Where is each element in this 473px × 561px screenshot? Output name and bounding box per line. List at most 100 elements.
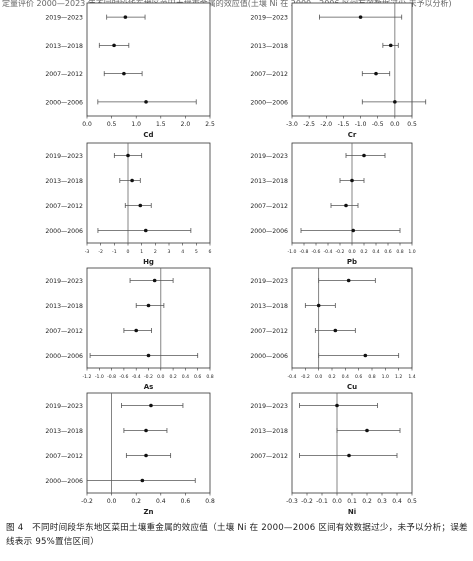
x-tick-label: 1.2 — [395, 374, 402, 380]
x-tick-label: -0.2 — [81, 498, 93, 505]
effect-point — [143, 228, 148, 233]
x-tick-label: 6 — [209, 249, 212, 255]
plot-frame — [86, 142, 211, 244]
effect-point — [374, 71, 378, 76]
x-tick-label: 0.4 — [156, 498, 166, 505]
x-axis-label: Hg — [143, 258, 154, 266]
x-tick-label: -0.4 — [288, 374, 297, 380]
effect-point — [146, 353, 151, 358]
x-tick-label: 1.0 — [131, 121, 141, 128]
x-tick-label: 0.0 — [82, 121, 92, 128]
x-tick-label: -0.2 — [144, 374, 153, 380]
effect-point — [335, 403, 339, 408]
effect-point — [146, 303, 151, 308]
effect-point — [152, 278, 157, 283]
effect-point — [122, 71, 126, 76]
period-label: 2019—2023 — [45, 15, 83, 22]
x-axis-label: Ni — [348, 508, 356, 516]
period-label: 2013—2018 — [250, 303, 288, 310]
effect-point — [126, 153, 130, 158]
x-tick-label: -0.2 — [301, 498, 313, 505]
x-tick-label: -3 — [85, 249, 90, 255]
effect-point — [363, 353, 368, 358]
period-label: 2019—2023 — [250, 153, 288, 160]
effect-point — [316, 303, 321, 308]
header-fragment: 定量评价 2000—2023 年不同时段华东地区菜田土壤重金属的效应值(土壤 N… — [2, 0, 452, 8]
x-tick-label: 0.2 — [360, 249, 367, 255]
x-tick-label: 0.8 — [368, 374, 375, 380]
figure-caption: 图 4 不同时间段华东地区菜田土壤重金属的效应值（土壤 Ni 在 2000—20… — [6, 523, 468, 547]
period-label: 2007—2012 — [45, 328, 83, 335]
panel-cr: 2019—2023 2013—2018 2007—2012 2000—2006 -3.0… — [250, 2, 427, 139]
effect-point — [388, 43, 393, 48]
x-tick-label: 1.5 — [156, 121, 166, 128]
effect-point — [333, 328, 338, 333]
effect-point — [112, 43, 116, 48]
x-tick-label: 5 — [195, 249, 198, 255]
period-label: 2007—2012 — [250, 453, 288, 460]
effect-point — [138, 203, 143, 208]
effect-point — [350, 178, 354, 183]
plot-frame — [86, 2, 211, 117]
x-tick-label: -1.0 — [288, 249, 297, 255]
x-axis-label: Zn — [143, 508, 153, 516]
x-axis-label: Cd — [143, 131, 153, 139]
x-tick-label: 4 — [181, 249, 184, 255]
effect-point — [351, 228, 356, 233]
x-tick-label: 0.8 — [206, 374, 213, 380]
panel-ni: 2019—2023 2013—2018 2007—2012 -0.3 -0.2 -0.1 0… — [250, 392, 417, 516]
x-tick-label: 0.2 — [328, 374, 335, 380]
x-tick-label: -2.0 — [320, 121, 332, 128]
x-tick-label: -1 — [112, 249, 117, 255]
plot-frame — [291, 267, 413, 369]
period-label: 2019—2023 — [250, 278, 288, 285]
period-label: 2000—2006 — [45, 353, 83, 360]
x-tick-label: -0.2 — [301, 374, 310, 380]
x-tick-label: 0.6 — [355, 374, 362, 380]
x-tick-label: 2 — [154, 249, 157, 255]
x-tick-label: 1.4 — [408, 374, 415, 380]
x-tick-label: 0.5 — [407, 121, 417, 128]
x-tick-label: 0.8 — [396, 249, 403, 255]
effect-point — [365, 428, 369, 433]
x-tick-label: -1.2 — [83, 374, 92, 380]
x-tick-label: 0.6 — [181, 498, 191, 505]
panel-cd: 2019—2023 2013—2018 2007—2012 2000—2006 0.0 0… — [45, 2, 215, 139]
period-label: 2019—2023 — [45, 153, 83, 160]
x-tick-label: -1.0 — [355, 121, 367, 128]
period-label: 2019—2023 — [250, 403, 288, 410]
x-tick-label: 0.0 — [348, 249, 355, 255]
plot-frame — [291, 392, 413, 494]
x-tick-label: -0.3 — [286, 498, 298, 505]
plot-frame — [86, 392, 211, 494]
x-tick-label: -3.0 — [286, 121, 298, 128]
x-tick-label: -0.4 — [324, 249, 333, 255]
panel-zn: 2019—2023 2013—2018 2007—2012 2000—2006 -0.2… — [45, 392, 215, 516]
x-tick-label: 0.2 — [362, 498, 372, 505]
panel-pb: 2019—2023 2013—2018 2007—2012 2000—2006 -1.0… — [250, 142, 416, 266]
effect-point — [347, 453, 351, 458]
period-label: 2000—2006 — [45, 478, 83, 485]
x-tick-label: 0.5 — [107, 121, 117, 128]
effect-point — [346, 278, 351, 283]
x-axis-label: Cr — [348, 131, 357, 139]
panel-as: 2019—2023 2013—2018 2007—2012 2000—2006 -1.2… — [45, 267, 214, 391]
x-axis-label: Pb — [347, 258, 357, 266]
x-tick-label: -0.2 — [336, 249, 345, 255]
period-label: 2013—2018 — [250, 428, 288, 435]
period-label: 2019—2023 — [250, 15, 288, 22]
effect-point — [393, 100, 397, 104]
effect-point — [140, 478, 145, 483]
period-label: 2013—2018 — [45, 43, 83, 50]
x-tick-label: -0.6 — [312, 249, 321, 255]
x-tick-label: 3 — [168, 249, 171, 255]
period-label: 2007—2012 — [250, 203, 288, 210]
period-label: 2000—2006 — [45, 228, 83, 235]
x-tick-label: 0.6 — [384, 249, 391, 255]
period-label: 2019—2023 — [45, 403, 83, 410]
x-tick-label: 0.8 — [205, 498, 215, 505]
period-label: 2007—2012 — [250, 71, 288, 78]
x-axis-label: As — [144, 383, 154, 391]
period-label: 2000—2006 — [45, 99, 83, 106]
